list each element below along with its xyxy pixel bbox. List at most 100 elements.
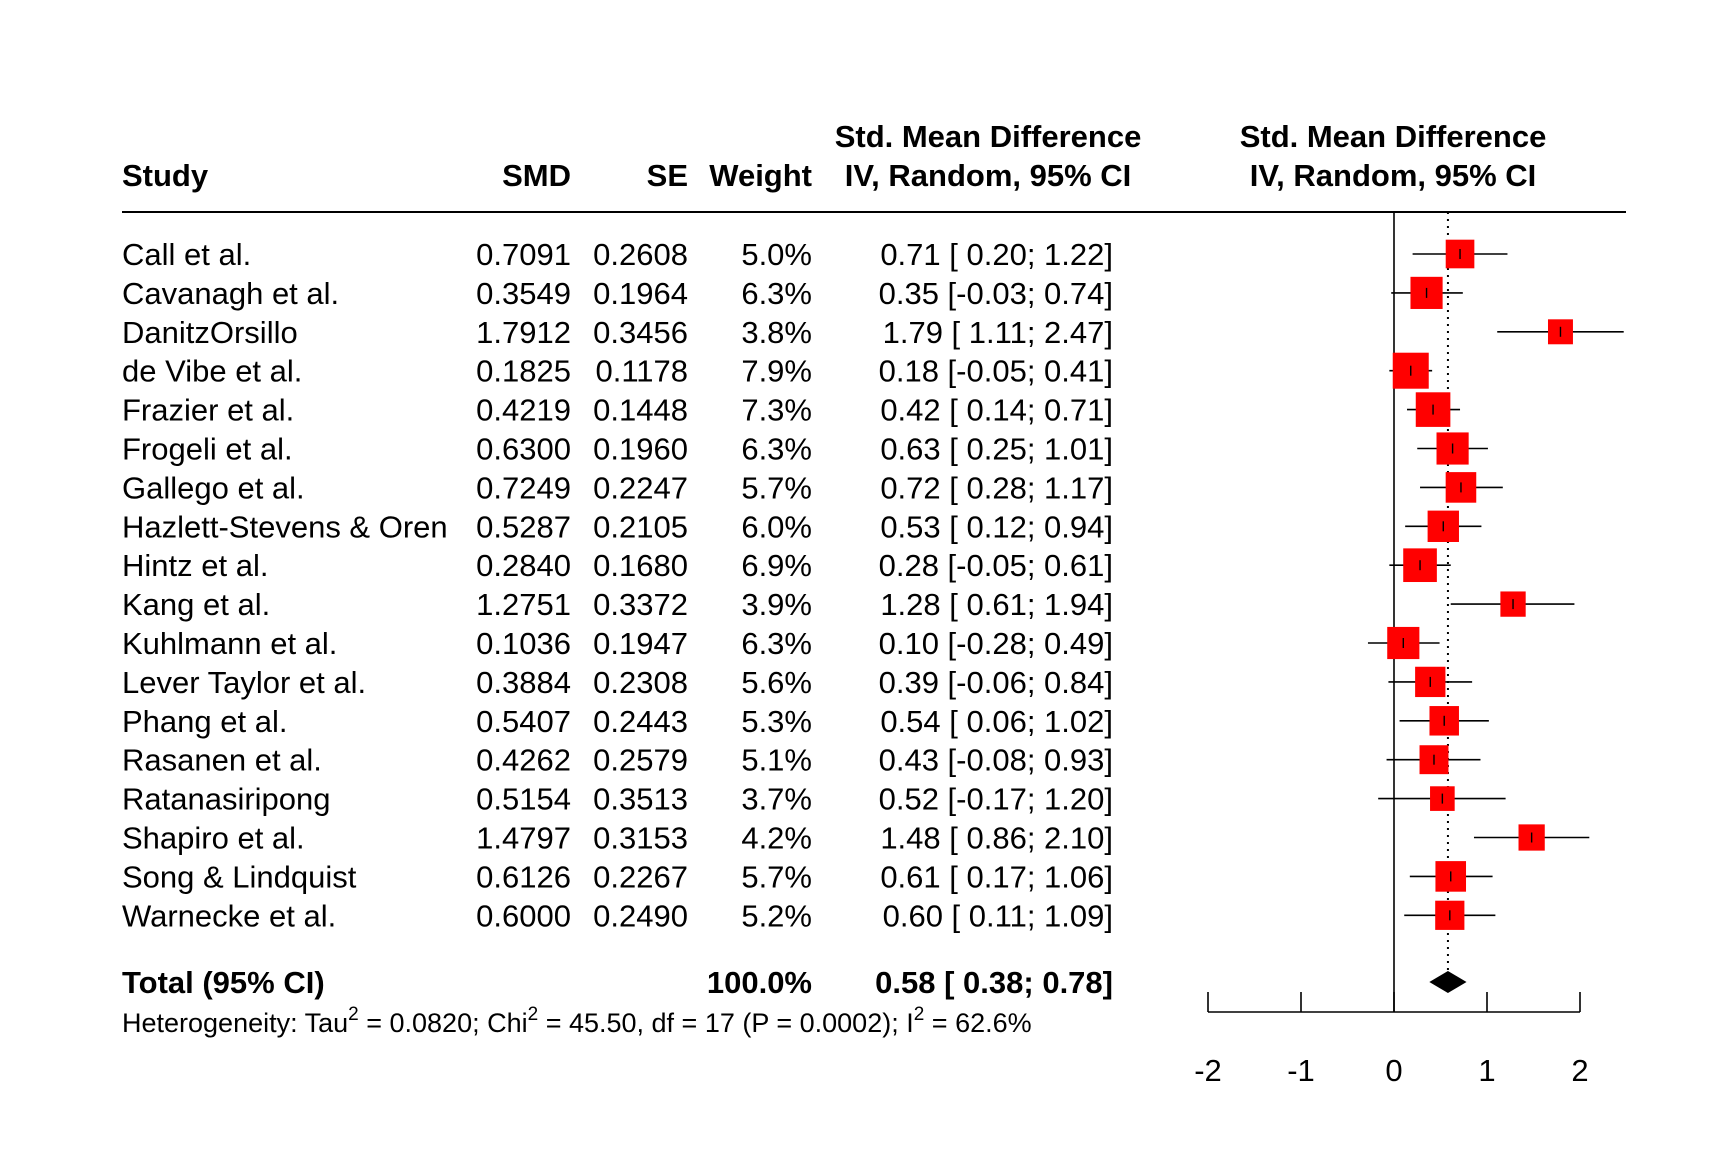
study-ci-text: 1.79 [ 1.11; 2.47]: [883, 315, 1113, 350]
study-smd: 0.5287: [476, 509, 571, 544]
study-ci-text: 0.42 [ 0.14; 0.71]: [880, 393, 1113, 428]
study-weight: 5.7%: [741, 470, 812, 505]
x-axis-tick-label: 1: [1478, 1053, 1495, 1088]
header-plot-line2: IV, Random, 95% CI: [1250, 158, 1537, 193]
study-weight: 4.2%: [741, 821, 812, 856]
study-name: Cavanagh et al.: [122, 276, 339, 311]
study-se: 0.2579: [593, 743, 688, 778]
study-smd: 0.6000: [476, 898, 571, 933]
study-name: Kuhlmann et al.: [122, 626, 337, 661]
study-ci-text: 0.52 [-0.17; 1.20]: [879, 782, 1113, 817]
study-name: Phang et al.: [122, 704, 287, 739]
study-smd: 0.7091: [476, 237, 571, 272]
study-ci-text: 0.35 [-0.03; 0.74]: [879, 276, 1113, 311]
study-smd: 0.1036: [476, 626, 571, 661]
study-name: Lever Taylor et al.: [122, 665, 366, 700]
study-name: Frazier et al.: [122, 393, 294, 428]
x-axis-tick-label: -2: [1194, 1053, 1222, 1088]
study-se: 0.3372: [593, 587, 688, 622]
study-se: 0.1178: [595, 354, 688, 389]
study-name: DanitzOrsillo: [122, 315, 298, 350]
plot-panel: -2 -1 0 1 2: [1194, 212, 1624, 1088]
study-name: Call et al.: [122, 237, 251, 272]
header-weight: Weight: [709, 158, 812, 193]
study-name: Kang et al.: [122, 587, 270, 622]
study-se: 0.2105: [593, 509, 688, 544]
study-se: 0.1964: [593, 276, 688, 311]
study-se: 0.2247: [593, 470, 688, 505]
study-name: Song & Lindquist: [122, 859, 357, 894]
study-name: de Vibe et al.: [122, 354, 302, 389]
study-weight: 5.7%: [741, 859, 812, 894]
header-smd: SMD: [502, 158, 571, 193]
total-weight: 100.0%: [707, 965, 812, 1000]
study-smd: 0.4219: [476, 393, 571, 428]
study-smd: 1.7912: [476, 315, 571, 350]
study-ci-text: 0.28 [-0.05; 0.61]: [879, 548, 1113, 583]
x-axis-tick-label: -1: [1287, 1053, 1315, 1088]
study-weight: 6.0%: [741, 509, 812, 544]
study-se: 0.2490: [593, 898, 688, 933]
study-name: Rasanen et al.: [122, 743, 322, 778]
study-weight: 6.3%: [741, 626, 812, 661]
study-ci-text: 0.53 [ 0.12; 0.94]: [880, 509, 1113, 544]
study-se: 0.2308: [593, 665, 688, 700]
study-ci-text: 0.71 [ 0.20; 1.22]: [880, 237, 1113, 272]
study-smd: 0.7249: [476, 470, 571, 505]
total-ci-text: 0.58 [ 0.38; 0.78]: [875, 965, 1113, 1000]
study-ci-text: 0.43 [-0.08; 0.93]: [879, 743, 1113, 778]
study-smd: 1.4797: [476, 821, 571, 856]
study-weight: 5.6%: [741, 665, 812, 700]
study-smd: 0.2840: [476, 548, 571, 583]
study-ci-text: 0.54 [ 0.06; 1.02]: [880, 704, 1113, 739]
study-smd: 1.2751: [476, 587, 571, 622]
study-ci-text: 0.63 [ 0.25; 1.01]: [880, 432, 1113, 467]
study-se: 0.3456: [593, 315, 688, 350]
pooled-diamond: [1429, 971, 1467, 993]
header-ci-line1: Std. Mean Difference: [835, 119, 1142, 154]
study-rows: Call et al. 0.7091 0.2608 5.0% 0.71 [ 0.20; …: [122, 237, 1113, 933]
study-smd: 0.6300: [476, 432, 571, 467]
study-se: 0.2608: [593, 237, 688, 272]
study-weight: 7.9%: [741, 354, 812, 389]
study-weight: 3.9%: [741, 587, 812, 622]
study-se: 0.1448: [593, 393, 688, 428]
study-smd: 0.3549: [476, 276, 571, 311]
study-ci-text: 1.48 [ 0.86; 2.10]: [880, 821, 1113, 856]
study-name: Shapiro et al.: [122, 821, 305, 856]
header-ci-line2: IV, Random, 95% CI: [845, 158, 1132, 193]
header-study: Study: [122, 158, 209, 193]
study-se: 0.2443: [593, 704, 688, 739]
study-smd: 0.5154: [476, 782, 571, 817]
study-name: Gallego et al.: [122, 470, 305, 505]
study-weight: 5.3%: [741, 704, 812, 739]
study-weight: 5.2%: [741, 898, 812, 933]
study-name: Ratanasiripong: [122, 782, 331, 817]
study-se: 0.1947: [593, 626, 688, 661]
study-se: 0.3513: [593, 782, 688, 817]
study-name: Warnecke et al.: [122, 898, 336, 933]
study-weight: 5.0%: [741, 237, 812, 272]
study-se: 0.2267: [593, 859, 688, 894]
study-weight: 5.1%: [741, 743, 812, 778]
study-smd: 0.4262: [476, 743, 571, 778]
study-ci-text: 0.61 [ 0.17; 1.06]: [880, 859, 1113, 894]
study-smd: 0.6126: [476, 859, 571, 894]
study-ci-text: 0.10 [-0.28; 0.49]: [879, 626, 1113, 661]
study-ci-text: 1.28 [ 0.61; 1.94]: [880, 587, 1113, 622]
study-name: Hintz et al.: [122, 548, 268, 583]
study-ci-text: 0.72 [ 0.28; 1.17]: [880, 470, 1113, 505]
study-weight: 3.7%: [741, 782, 812, 817]
study-se: 0.1680: [593, 548, 688, 583]
total-label: Total (95% CI): [122, 965, 325, 1000]
study-weight: 6.3%: [741, 432, 812, 467]
study-se: 0.1960: [593, 432, 688, 467]
study-weight: 6.9%: [741, 548, 812, 583]
study-name: Hazlett-Stevens & Oren: [122, 509, 448, 544]
study-name: Frogeli et al.: [122, 432, 293, 467]
header-plot-line1: Std. Mean Difference: [1240, 119, 1547, 154]
study-se: 0.3153: [593, 821, 688, 856]
study-weight: 3.8%: [741, 315, 812, 350]
